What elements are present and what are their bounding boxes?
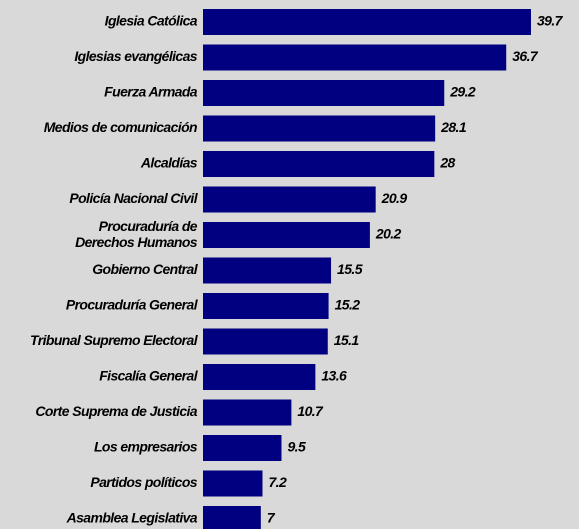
value-label: 15.5 xyxy=(337,261,363,277)
bar xyxy=(203,186,376,213)
bar xyxy=(203,44,507,71)
category-label: Gobierno Central xyxy=(92,261,198,277)
bar xyxy=(203,328,328,355)
value-label: 10.7 xyxy=(297,403,324,419)
value-label: 20.2 xyxy=(375,226,402,242)
category-label: Asamblea Legislativa xyxy=(66,510,198,526)
value-label: 29.2 xyxy=(449,84,476,100)
value-label: 7 xyxy=(267,510,276,526)
bar xyxy=(203,115,436,142)
value-label: 36.7 xyxy=(512,48,539,64)
category-label: Alcaldías xyxy=(140,155,198,171)
bar xyxy=(203,80,445,106)
value-label: 20.9 xyxy=(381,190,408,206)
bar xyxy=(203,9,531,35)
bar xyxy=(203,399,292,426)
category-label: Los empresarios xyxy=(94,439,198,455)
value-label: 9.5 xyxy=(287,439,305,455)
bar xyxy=(203,222,370,248)
value-label: 15.1 xyxy=(334,332,360,348)
category-label: Tribunal Supremo Electoral xyxy=(30,332,199,348)
bar xyxy=(203,151,435,177)
value-label: 28 xyxy=(439,155,455,171)
bar xyxy=(203,506,261,529)
value-label: 28.1 xyxy=(440,119,467,135)
category-label: Medios de comunicación xyxy=(44,119,197,135)
bar xyxy=(203,364,316,390)
category-label: Policía Nacional Civil xyxy=(69,190,198,206)
value-label: 39.7 xyxy=(537,13,564,29)
category-label: Procuraduría General xyxy=(66,297,199,313)
category-label: Fiscalía General xyxy=(99,368,199,384)
value-label: 13.6 xyxy=(321,368,347,384)
category-label: Iglesia Católica xyxy=(105,13,198,29)
category-label: Corte Suprema de Justicia xyxy=(35,403,197,419)
category-label: Procuraduría de Derechos Humanos xyxy=(75,218,198,250)
bar xyxy=(203,470,263,497)
category-label: Iglesias evangélicas xyxy=(74,48,197,64)
category-label: Partidos políticos xyxy=(90,474,197,490)
value-label: 7.2 xyxy=(268,474,286,490)
bar xyxy=(203,435,282,461)
bar xyxy=(203,257,332,284)
category-label: Fuerza Armada xyxy=(104,84,198,100)
value-label: 15.2 xyxy=(335,297,361,313)
bar xyxy=(203,293,329,319)
